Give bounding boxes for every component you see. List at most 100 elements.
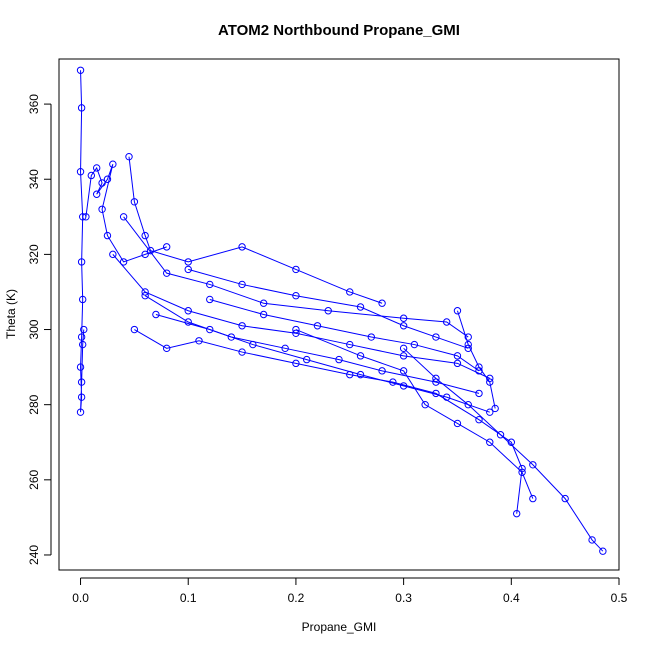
data-point [130, 198, 139, 206]
data-point [486, 408, 494, 416]
data-point [453, 419, 462, 428]
data-point [378, 367, 386, 375]
y-tick-label: 340 [27, 169, 41, 189]
data-point [588, 536, 596, 544]
data-point [453, 352, 462, 360]
series-line [155, 314, 490, 413]
series-0 [76, 66, 88, 416]
data-point [76, 408, 85, 416]
x-axis-label: Propane_GMI [302, 620, 377, 634]
data-point [442, 318, 451, 326]
data-point [141, 231, 149, 240]
series-8 [292, 325, 537, 503]
data-point [92, 164, 101, 172]
data-point [238, 348, 246, 356]
data-point [238, 243, 246, 251]
series-line [295, 329, 534, 499]
series-12 [206, 295, 483, 375]
y-tick-label: 240 [27, 545, 41, 565]
series-1 [82, 160, 171, 266]
x-tick-label: 0.5 [611, 591, 628, 605]
series-layer [76, 66, 607, 555]
y-tick-label: 260 [27, 469, 41, 489]
series-4 [109, 250, 494, 383]
data-point [162, 243, 171, 251]
x-tick-label: 0.3 [395, 591, 412, 605]
data-point [82, 213, 90, 221]
data-point [152, 310, 160, 319]
data-point [475, 367, 483, 375]
data-point [77, 393, 86, 401]
data-point [98, 179, 106, 187]
data-point [486, 438, 494, 446]
series-line [112, 254, 490, 379]
data-point [421, 400, 429, 409]
data-point [599, 547, 607, 555]
data-point [464, 333, 472, 341]
data-point [76, 66, 85, 74]
data-point [162, 344, 171, 353]
data-point [399, 322, 408, 330]
data-point [292, 359, 300, 368]
series-line [144, 295, 480, 394]
data-point [356, 352, 365, 360]
data-point [77, 104, 86, 112]
data-point [78, 340, 87, 349]
data-point [146, 246, 155, 255]
data-point [78, 213, 87, 221]
data-point [103, 175, 112, 183]
data-point [512, 509, 521, 518]
data-point [464, 400, 472, 409]
data-point [561, 494, 569, 503]
data-point [335, 355, 343, 364]
data-point [346, 340, 354, 349]
data-point [292, 329, 300, 337]
data-point [238, 322, 246, 330]
series-line [123, 216, 469, 338]
data-point [109, 250, 117, 259]
data-point [518, 468, 526, 477]
data-point [141, 292, 149, 300]
data-point [184, 307, 192, 315]
data-point [464, 344, 472, 353]
data-point [356, 303, 365, 311]
data-point [346, 288, 354, 296]
data-point [227, 333, 236, 341]
data-point [184, 318, 192, 326]
data-point [125, 152, 133, 161]
y-axis: 240 260 280 300 320 340 360 [27, 94, 52, 565]
x-tick-label: 0.4 [503, 591, 520, 605]
data-point [109, 160, 117, 168]
series-line [209, 298, 480, 372]
data-point [130, 325, 139, 334]
data-point [238, 280, 246, 289]
data-point [453, 307, 462, 315]
data-point [464, 340, 472, 349]
series-line [188, 268, 469, 349]
data-point [378, 299, 386, 307]
data-point [281, 344, 289, 353]
series-9 [399, 344, 607, 555]
data-point [206, 280, 214, 289]
series-line [128, 156, 383, 304]
data-point [195, 337, 203, 345]
series-line [403, 347, 604, 552]
data-point [80, 325, 88, 334]
data-point [259, 299, 268, 307]
y-tick-label: 320 [27, 244, 41, 264]
x-tick-label: 0.1 [180, 591, 197, 605]
data-point [259, 310, 268, 319]
data-point [77, 333, 86, 341]
series-5 [141, 292, 483, 398]
data-point [399, 352, 408, 360]
data-point [292, 292, 300, 300]
data-point [453, 359, 462, 368]
data-point [206, 295, 214, 304]
x-tick-label: 0.0 [72, 591, 89, 605]
data-point [76, 168, 85, 176]
y-tick-label: 300 [27, 319, 41, 339]
data-point [496, 431, 505, 439]
data-point [399, 344, 408, 353]
data-point [367, 333, 376, 341]
